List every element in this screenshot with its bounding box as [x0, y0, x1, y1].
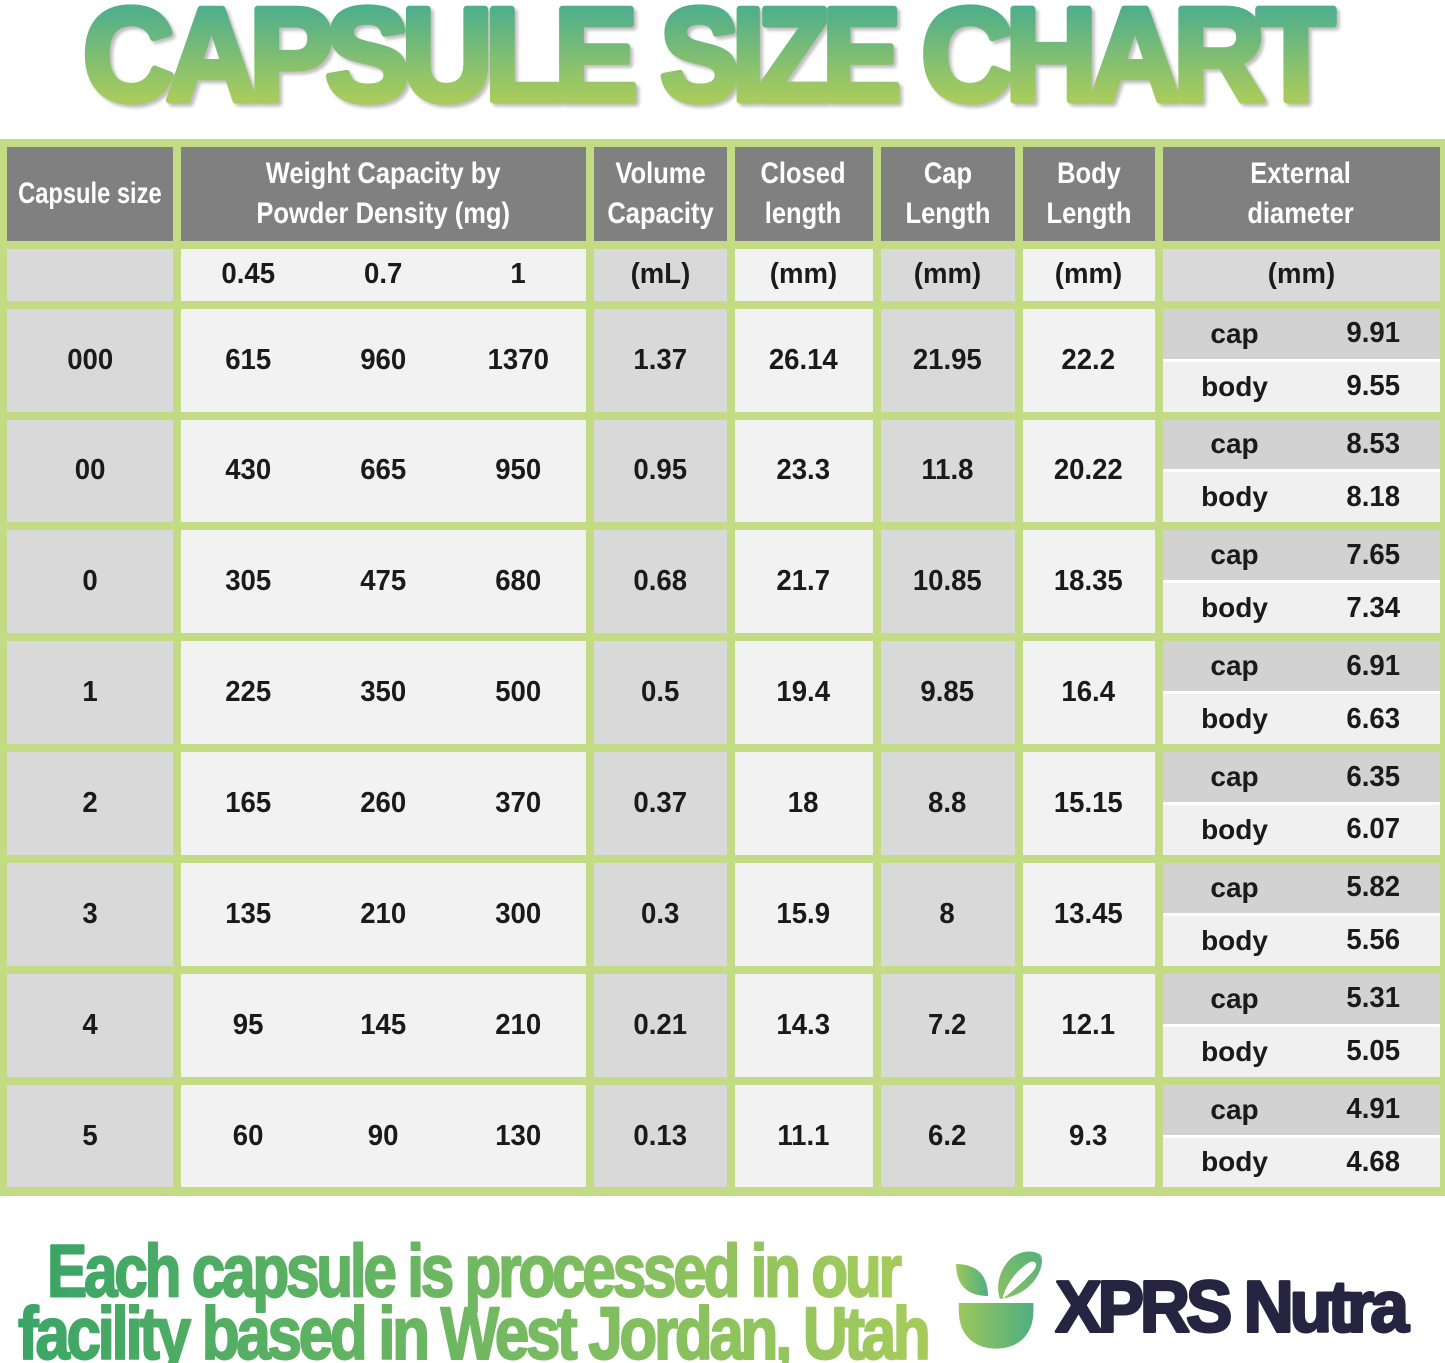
- svg-text:Each capsule is processed in o: Each capsule is processed in our: [47, 1231, 902, 1313]
- svg-text:CAPSULE: CAPSULE: [83, 0, 633, 129]
- svg-text:CHART: CHART: [921, 0, 1333, 129]
- svg-text:XPRS Nutra: XPRS Nutra: [1056, 1266, 1410, 1347]
- svg-text:facility based in West Jordan,: facility based in West Jordan, Utah: [18, 1293, 927, 1363]
- svg-text:SIZE: SIZE: [660, 0, 897, 128]
